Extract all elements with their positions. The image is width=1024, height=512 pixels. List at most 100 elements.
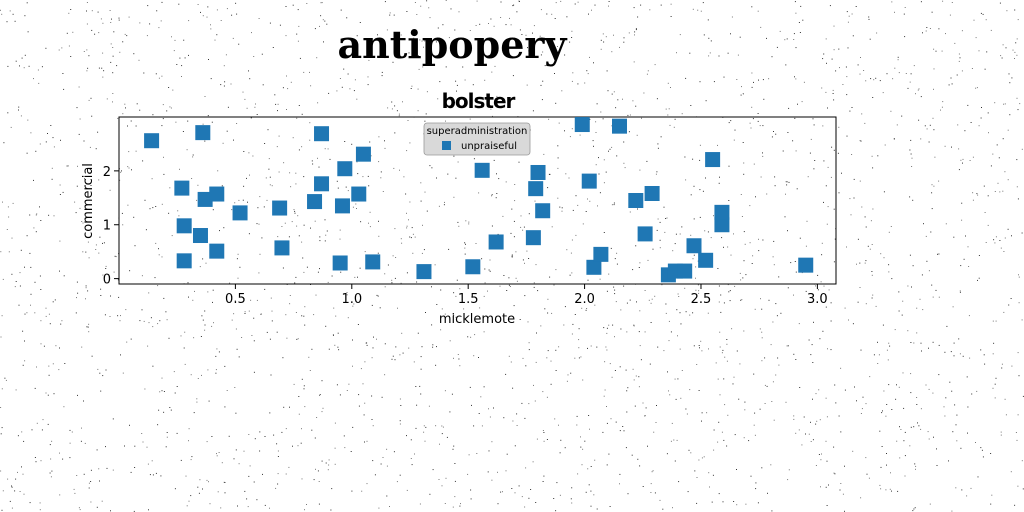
noise-dot	[400, 405, 402, 406]
noise-dot	[220, 84, 222, 86]
noise-dot	[160, 20, 162, 22]
noise-dot	[129, 424, 130, 426]
noise-dot	[321, 460, 323, 462]
noise-dot	[163, 297, 165, 299]
noise-dot	[277, 450, 279, 452]
noise-dot	[146, 35, 148, 37]
noise-dot	[455, 80, 457, 82]
noise-dot	[304, 324, 306, 326]
noise-dot	[378, 235, 380, 237]
noise-dot	[856, 400, 857, 402]
noise-dot	[338, 349, 340, 351]
noise-dot	[465, 220, 467, 222]
noise-dot	[1003, 251, 1005, 252]
noise-dot	[351, 490, 353, 492]
noise-dot	[702, 190, 704, 192]
noise-dot	[339, 238, 341, 240]
noise-dot	[50, 458, 52, 460]
noise-dot	[544, 65, 546, 67]
noise-dot	[371, 419, 373, 420]
noise-dot	[577, 204, 579, 206]
noise-dot	[760, 176, 762, 178]
noise-dot	[542, 430, 544, 431]
noise-dot	[569, 41, 571, 43]
noise-dot	[599, 192, 601, 194]
noise-dot	[951, 510, 953, 512]
noise-dot	[559, 494, 561, 496]
noise-dot	[408, 219, 409, 221]
noise-dot	[318, 481, 320, 482]
noise-dot	[519, 319, 521, 320]
noise-dot	[428, 405, 430, 407]
noise-dot	[959, 290, 961, 292]
noise-dot	[622, 98, 623, 100]
noise-dot	[596, 103, 598, 105]
noise-dot	[409, 201, 411, 203]
noise-dot	[792, 140, 794, 142]
noise-dot	[187, 120, 189, 122]
noise-dot	[331, 275, 333, 277]
noise-dot	[1003, 103, 1005, 105]
noise-dot	[793, 353, 795, 355]
noise-dot	[361, 490, 363, 492]
noise-dot	[620, 328, 622, 330]
noise-dot	[801, 101, 803, 103]
noise-dot	[913, 342, 915, 344]
noise-dot	[297, 9, 299, 11]
noise-dot	[333, 307, 335, 309]
noise-dot	[259, 253, 261, 255]
noise-dot	[806, 220, 808, 222]
noise-dot	[910, 73, 912, 75]
noise-dot	[467, 473, 469, 475]
noise-dot	[11, 485, 12, 487]
noise-dot	[898, 291, 900, 293]
noise-dot	[666, 453, 668, 455]
noise-dot	[232, 37, 234, 39]
noise-dot	[701, 420, 702, 422]
noise-dot	[561, 90, 563, 92]
noise-dot	[248, 475, 250, 477]
noise-dot	[640, 4, 642, 6]
noise-dot	[243, 185, 245, 187]
noise-dot	[718, 493, 720, 495]
noise-dot	[247, 201, 248, 203]
noise-dot	[328, 348, 330, 350]
noise-dot	[316, 57, 318, 59]
noise-dot	[246, 177, 247, 179]
noise-dot	[520, 226, 522, 228]
noise-dot	[519, 0, 520, 2]
noise-dot	[571, 239, 573, 241]
noise-dot	[442, 426, 444, 428]
noise-dot	[247, 506, 249, 508]
noise-dot	[40, 343, 42, 345]
noise-dot	[627, 387, 629, 389]
noise-dot	[831, 58, 833, 60]
noise-dot	[762, 125, 764, 127]
noise-dot	[679, 312, 681, 314]
noise-dot	[1, 388, 3, 390]
noise-dot	[115, 256, 117, 258]
noise-dot	[608, 453, 610, 455]
noise-dot	[512, 75, 514, 77]
noise-dot	[139, 320, 141, 322]
noise-dot	[63, 406, 65, 408]
noise-dot	[950, 351, 952, 353]
noise-dot	[793, 415, 795, 417]
noise-dot	[554, 73, 555, 74]
noise-dot	[981, 107, 982, 108]
noise-dot	[821, 453, 822, 455]
noise-dot	[148, 509, 149, 511]
x-tick-label: 1.0	[341, 292, 362, 307]
noise-dot	[352, 365, 353, 367]
noise-dot	[949, 381, 951, 383]
noise-dot	[795, 47, 797, 49]
noise-dot	[554, 418, 556, 420]
noise-dot	[204, 310, 206, 312]
noise-dot	[33, 227, 35, 229]
noise-dot	[368, 185, 370, 187]
noise-dot	[149, 23, 151, 25]
noise-dot	[27, 119, 29, 121]
noise-dot	[163, 173, 165, 175]
noise-dot	[96, 506, 98, 508]
noise-dot	[595, 164, 597, 166]
